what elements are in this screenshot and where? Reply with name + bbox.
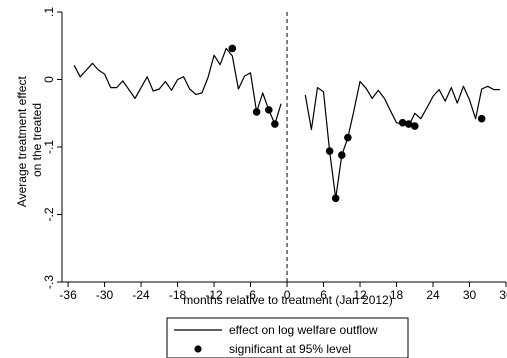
y-tick-label: .1 (42, 7, 56, 17)
x-tick-label: -6 (245, 288, 256, 302)
x-tick-label: 12 (353, 288, 367, 302)
effect-line-segment (304, 80, 500, 199)
y-axis-label: Average treatment effect on the treated (15, 73, 44, 207)
effect-line-segment (73, 47, 282, 125)
significant-point (337, 151, 346, 159)
y-tick-label: -.3 (42, 275, 56, 289)
significant-point (344, 133, 352, 142)
significant-point (252, 108, 261, 116)
y-tick-label: -.2 (42, 207, 56, 221)
y-axis-label-line1: Average treatment effect (15, 76, 29, 208)
x-tick-label: -24 (132, 288, 150, 302)
significant-point (271, 120, 279, 128)
legend-marker-swatch (194, 345, 202, 353)
plot-area (73, 12, 500, 282)
legend-label-marker: significant at 95% level (229, 342, 351, 356)
significant-point (477, 114, 486, 123)
significant-point (331, 194, 340, 203)
x-tick-label: 0 (284, 288, 291, 302)
y-axis-label-line2: on the treated (30, 103, 44, 177)
y-tick-label: 0 (42, 76, 56, 83)
x-tick-label: -12 (205, 288, 223, 302)
x-tick-label: 36 (499, 288, 507, 302)
x-tick-label: 30 (463, 288, 477, 302)
legend-box (166, 317, 409, 358)
significant-point (410, 122, 419, 130)
x-tick-label: -30 (96, 288, 114, 302)
significant-point (404, 120, 413, 128)
significant-point (264, 106, 273, 114)
significant-point (325, 147, 334, 155)
x-tick-label: -36 (59, 288, 77, 302)
significant-point (228, 44, 237, 53)
y-tick-label: -.1 (42, 140, 56, 154)
x-tick-label: -18 (169, 288, 187, 302)
significant-point (398, 118, 407, 127)
x-axis-label: months relative to treatment (Jan 2012) (183, 293, 392, 307)
axes: -36 -30 -24 -18 -12 -6 0 6 12 18 24 30 36 .1 0 -.1 -.2 -.… (42, 7, 507, 302)
x-tick-label: 24 (426, 288, 440, 302)
legend-label-line: effect on log welfare outflow (229, 323, 378, 337)
x-tick-label: 6 (320, 288, 327, 302)
x-tick-label: 18 (390, 288, 404, 302)
legend: effect on log welfare outflow significan… (166, 317, 409, 358)
